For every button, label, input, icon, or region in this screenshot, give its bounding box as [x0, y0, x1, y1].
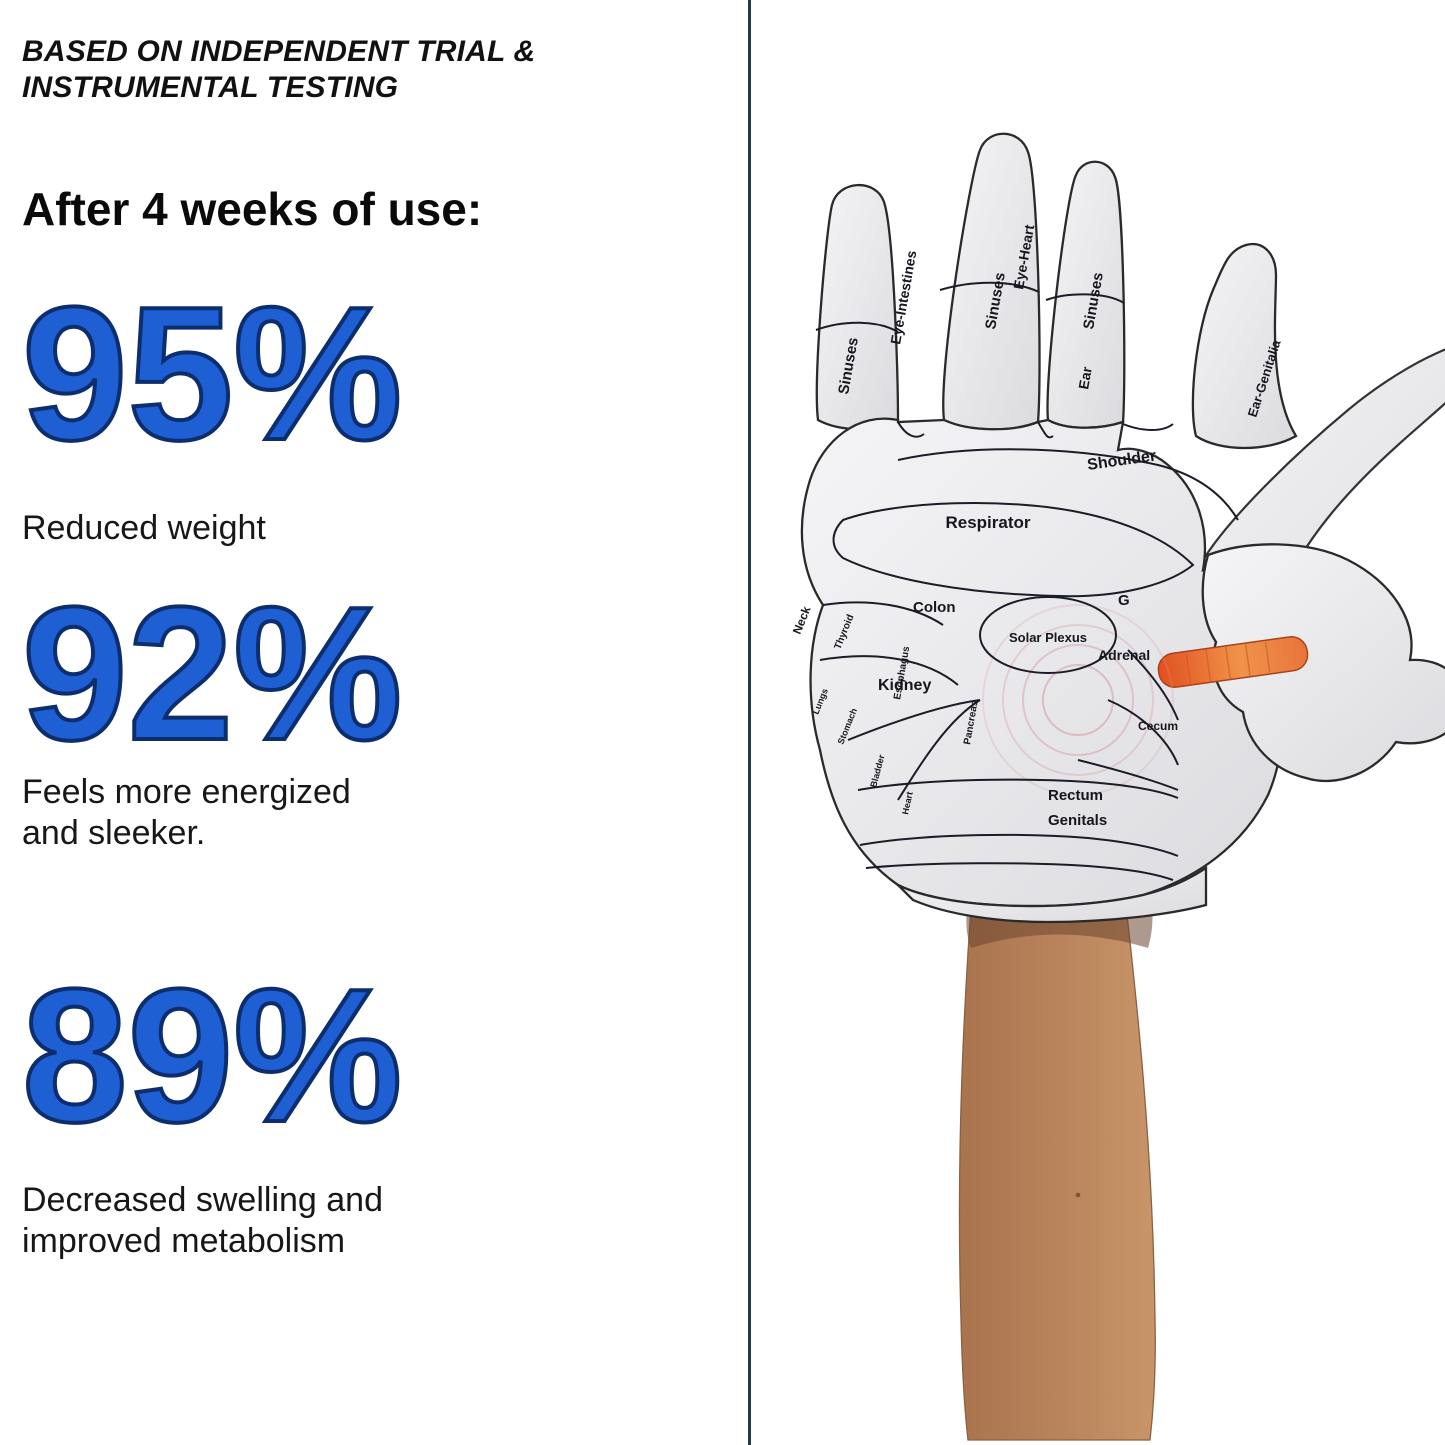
- svg-text:Genitals: Genitals: [1048, 812, 1107, 829]
- svg-text:Cecum: Cecum: [1138, 719, 1178, 733]
- svg-text:Adrenal: Adrenal: [1098, 647, 1150, 663]
- svg-text:G: G: [1118, 592, 1130, 609]
- svg-text:Solar Plexus: Solar Plexus: [1009, 630, 1087, 645]
- svg-text:Neck: Neck: [790, 604, 814, 636]
- svg-text:Colon: Colon: [913, 599, 956, 616]
- svg-text:Respirator: Respirator: [945, 513, 1030, 532]
- svg-text:Rectum: Rectum: [1048, 787, 1103, 804]
